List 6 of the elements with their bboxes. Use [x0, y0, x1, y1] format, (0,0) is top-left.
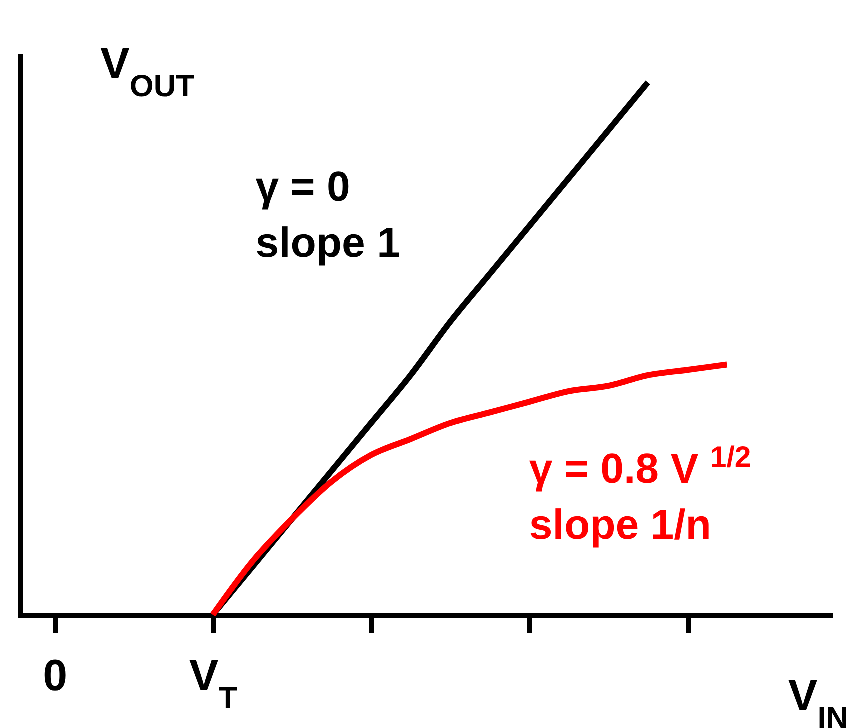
series-label: γ = 0.8 V $^{1/2}$ slope 1/n: [529, 440, 752, 548]
x-tick-label: V$_{T}$: [189, 652, 238, 715]
y-axis-title: V$_{OUT}$: [100, 40, 196, 103]
series-label: γ = 0 slope 1: [256, 162, 400, 266]
x-axis-title: V$_{IN}$: [788, 672, 848, 728]
x-tick-label: 0: [43, 652, 68, 700]
